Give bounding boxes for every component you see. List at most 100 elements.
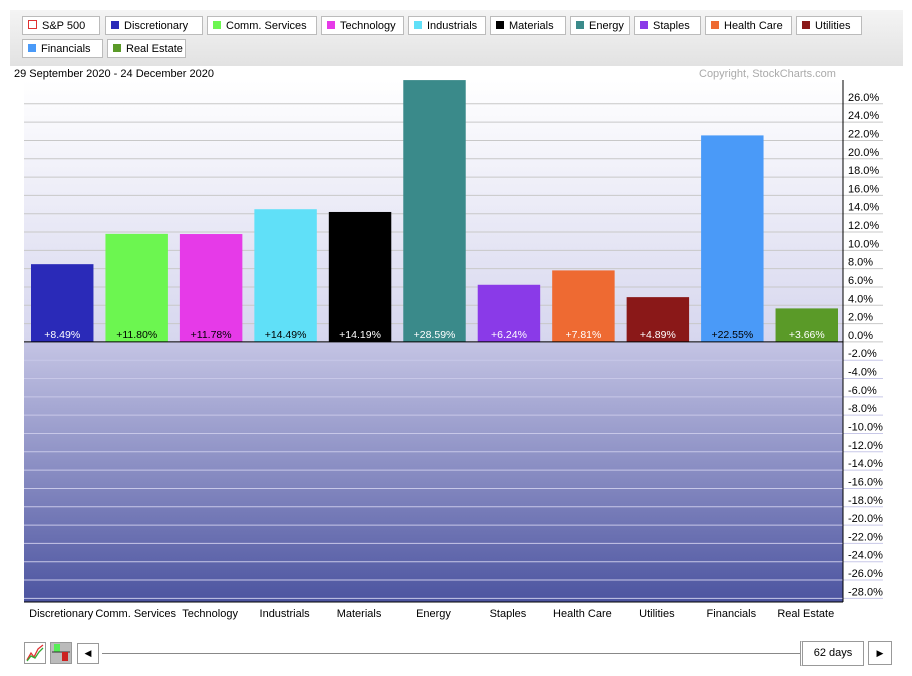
period-label: 62 days — [813, 647, 853, 659]
x-tick-label: Financials — [707, 608, 757, 620]
legend-item[interactable]: Technology — [321, 16, 404, 35]
legend-item[interactable]: Materials — [490, 16, 566, 35]
legend-swatch-icon — [496, 21, 504, 29]
legend-label: Technology — [340, 20, 396, 32]
bar — [626, 297, 690, 342]
legend-item[interactable]: Staples — [634, 16, 701, 35]
data-label: +14.49% — [265, 329, 307, 341]
y-tick-label: 26.0% — [848, 92, 879, 104]
bar — [105, 233, 168, 342]
x-tick-label: Health Care — [553, 608, 612, 620]
y-tick-label: -20.0% — [848, 513, 883, 525]
bar — [254, 209, 317, 342]
y-tick-label: -24.0% — [848, 550, 883, 562]
legend-label: Industrials — [427, 20, 478, 32]
legend-label: Discretionary — [124, 20, 189, 32]
x-tick-label: Energy — [416, 608, 451, 620]
legend-label: S&P 500 — [42, 20, 86, 32]
legend-label: Financials — [41, 43, 91, 55]
legend-item[interactable]: Real Estate — [107, 39, 186, 58]
legend-swatch-icon — [111, 21, 119, 29]
bar-chart-button[interactable] — [50, 642, 72, 664]
bar — [477, 284, 541, 342]
data-label: +8.49% — [44, 329, 80, 341]
legend-item[interactable]: Health Care — [705, 16, 792, 35]
bar — [179, 234, 243, 342]
x-tick-label: Comm. Services — [95, 608, 176, 620]
bar — [31, 264, 94, 342]
data-label: +4.89% — [640, 329, 676, 341]
data-label: +14.19% — [339, 329, 381, 341]
y-tick-label: 6.0% — [848, 275, 873, 287]
legend-swatch-icon — [802, 21, 810, 29]
legend-item[interactable]: Energy — [570, 16, 630, 35]
legend-label: Utilities — [815, 20, 851, 32]
period-handle[interactable]: 62 days — [800, 641, 864, 666]
negative-region — [24, 341, 843, 602]
y-tick-label: 16.0% — [848, 183, 879, 195]
scroll-left-button[interactable]: ◀ — [77, 643, 99, 664]
bar — [328, 211, 392, 342]
y-tick-label: 2.0% — [848, 312, 873, 324]
legend-item[interactable]: Comm. Services — [207, 16, 317, 35]
line-chart-button[interactable] — [24, 642, 46, 664]
legend-swatch-icon — [28, 44, 36, 52]
y-tick-label: 12.0% — [848, 220, 879, 232]
x-tick-label: Technology — [182, 608, 238, 620]
x-tick-label: Industrials — [260, 608, 311, 620]
data-label: +28.59% — [414, 329, 456, 341]
data-label: +7.81% — [565, 329, 601, 341]
x-tick-label: Materials — [337, 608, 382, 620]
y-tick-label: 24.0% — [848, 110, 879, 122]
y-tick-label: -18.0% — [848, 495, 883, 507]
y-tick-label: 4.0% — [848, 293, 873, 305]
y-tick-label: 0.0% — [848, 330, 873, 342]
date-range: 29 September 2020 - 24 December 2020 — [14, 68, 214, 80]
data-label: +3.66% — [789, 329, 825, 341]
legend-swatch-icon — [576, 21, 584, 29]
x-tick-label: Utilities — [639, 608, 675, 620]
legend-swatch-icon — [28, 20, 37, 29]
x-tick-label: Real Estate — [777, 608, 834, 620]
line-chart-icon — [26, 644, 44, 662]
legend-swatch-icon — [711, 21, 719, 29]
legend-bar: S&P 500 Discretionary Comm. Services Techno… — [10, 10, 903, 66]
legend-label: Staples — [653, 20, 690, 32]
legend-item[interactable]: Discretionary — [105, 16, 203, 35]
y-tick-label: 8.0% — [848, 257, 873, 269]
y-tick-label: 22.0% — [848, 128, 879, 140]
y-tick-label: -2.0% — [848, 348, 877, 360]
legend-label: Real Estate — [126, 43, 183, 55]
bar — [775, 308, 838, 342]
data-label: +11.80% — [116, 329, 157, 341]
legend-item[interactable]: Financials — [22, 39, 103, 58]
y-tick-label: -14.0% — [848, 458, 883, 470]
legend-label: Materials — [509, 20, 554, 32]
x-tick-label: Discretionary — [29, 608, 94, 620]
legend-swatch-icon — [327, 21, 335, 29]
legend-swatch-icon — [640, 21, 648, 29]
y-tick-label: -12.0% — [848, 440, 883, 452]
legend-item[interactable]: Utilities — [796, 16, 862, 35]
y-tick-label: -6.0% — [848, 385, 877, 397]
legend-item[interactable]: Industrials — [408, 16, 486, 35]
legend-swatch-icon — [113, 44, 121, 52]
legend-swatch-icon — [213, 21, 221, 29]
x-tick-label: Staples — [490, 608, 527, 620]
legend-label: Health Care — [724, 20, 783, 32]
scroll-right-button[interactable]: ▶ — [868, 641, 892, 665]
bar-chart-icon — [52, 644, 70, 661]
y-tick-label: -26.0% — [848, 568, 883, 580]
y-tick-label: -22.0% — [848, 531, 883, 543]
y-tick-label: 20.0% — [848, 147, 879, 159]
period-slider-track[interactable] — [102, 653, 800, 654]
y-tick-label: -28.0% — [848, 586, 883, 598]
y-tick-label: 18.0% — [848, 165, 879, 177]
legend-label: Energy — [589, 20, 624, 32]
y-tick-label: 14.0% — [848, 202, 879, 214]
legend-item[interactable]: S&P 500 — [22, 16, 100, 35]
y-tick-label: -8.0% — [848, 403, 877, 415]
y-tick-label: -4.0% — [848, 367, 877, 379]
data-label: +22.55% — [711, 329, 753, 341]
